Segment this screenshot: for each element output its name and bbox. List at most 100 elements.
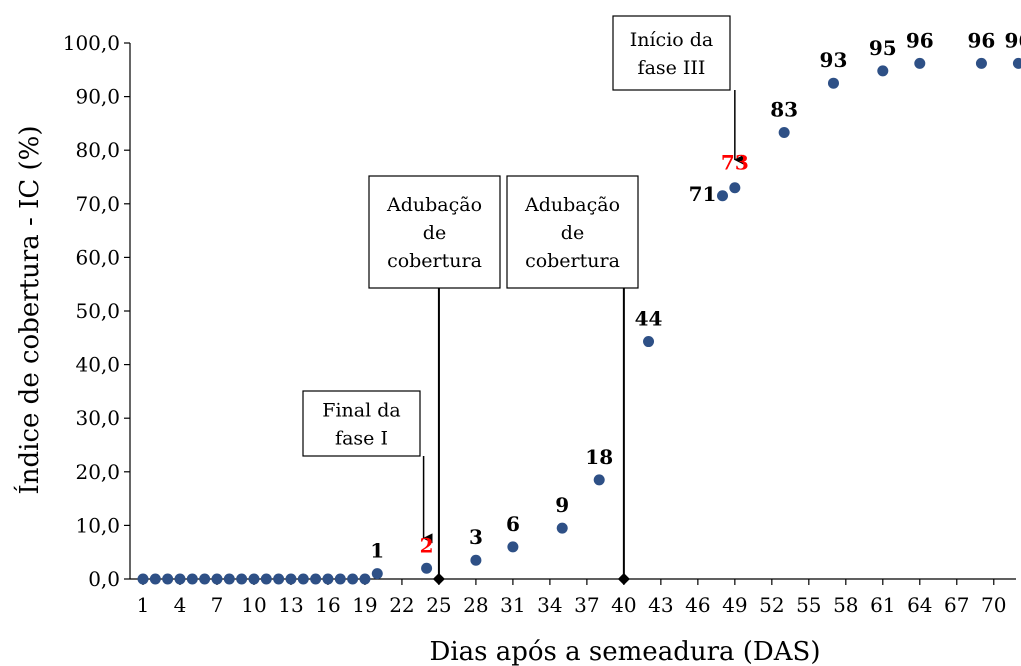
data-point <box>827 77 839 89</box>
data-point <box>273 573 285 585</box>
x-tick-label: 40 <box>611 593 636 617</box>
data-point <box>593 474 605 486</box>
y-tick-label: 90,0 <box>75 85 120 109</box>
annotation-text: cobertura <box>525 250 620 272</box>
data-point <box>162 573 174 585</box>
data-point <box>223 573 235 585</box>
data-points <box>137 57 1021 585</box>
y-tick-label: 100,0 <box>63 31 120 55</box>
data-point <box>174 573 186 585</box>
y-tick-label: 70,0 <box>75 192 120 216</box>
ticks: 0,0 10,0 20,0 30,0 40,0 50,0 60,0 70,0 80,0 90,0 1… <box>63 31 1007 617</box>
x-tick-label: 7 <box>211 593 224 617</box>
annotation-text: de <box>423 222 446 244</box>
x-tick-label: 52 <box>759 593 784 617</box>
annotation-text: Adubação <box>524 194 620 216</box>
annotation-box <box>506 175 639 289</box>
x-tick-label: 58 <box>833 593 858 617</box>
data-label: 96 <box>1005 28 1021 52</box>
x-axis-title: Dias após a semeadura (DAS) <box>429 637 820 666</box>
data-point <box>729 182 741 194</box>
annotation-box <box>612 15 731 91</box>
x-tick-label: 28 <box>463 593 488 617</box>
data-label: 18 <box>585 445 613 469</box>
x-tick-label: 61 <box>870 593 895 617</box>
data-point <box>470 554 482 566</box>
axes <box>129 43 1016 580</box>
data-label: 96 <box>968 28 996 52</box>
x-tick-label: 43 <box>648 593 673 617</box>
y-tick-label: 80,0 <box>75 138 120 162</box>
x-tick-label: 34 <box>537 593 562 617</box>
data-label: 83 <box>770 98 798 122</box>
x-tick-label: 67 <box>944 593 969 617</box>
y-tick-label: 0,0 <box>88 567 120 591</box>
x-tick-label: 10 <box>241 593 266 617</box>
data-label: 71 <box>689 182 717 206</box>
x-tick-label: 22 <box>389 593 414 617</box>
data-point <box>717 190 729 202</box>
data-label: 2 <box>420 533 434 557</box>
data-point <box>260 573 272 585</box>
y-tick-label: 10,0 <box>75 513 120 537</box>
data-point <box>236 573 248 585</box>
data-point <box>199 573 211 585</box>
y-axis-title: Índice de cobertura - IC (%) <box>13 125 45 494</box>
diamond-marker <box>432 573 445 585</box>
data-label: 73 <box>721 151 749 175</box>
y-tick-label: 40,0 <box>75 353 120 377</box>
x-tick-label: 55 <box>796 593 821 617</box>
data-point <box>149 573 161 585</box>
data-point <box>975 57 987 69</box>
x-tick-label: 31 <box>500 593 525 617</box>
data-point <box>322 573 334 585</box>
annotation-text: de <box>561 222 584 244</box>
y-tick-label: 30,0 <box>75 406 120 430</box>
data-point <box>1012 57 1021 69</box>
data-label: 6 <box>506 512 520 536</box>
annotation-box <box>302 390 421 457</box>
annotation-text: Início da <box>630 29 714 51</box>
data-label: 3 <box>469 525 483 549</box>
data-point <box>507 541 519 553</box>
x-tick-label: 25 <box>426 593 451 617</box>
annotation-box <box>368 175 501 289</box>
annotation-text: cobertura <box>387 250 482 272</box>
x-tick-label: 16 <box>315 593 340 617</box>
data-point <box>297 573 309 585</box>
annotations: Final da fase I Adubação de cobertura Adubaçã… <box>302 15 744 585</box>
data-point <box>248 573 260 585</box>
x-tick-label: 4 <box>174 593 187 617</box>
data-point <box>914 57 926 69</box>
data-point <box>421 562 433 574</box>
annotation-text: fase I <box>335 428 388 450</box>
x-tick-label: 37 <box>574 593 599 617</box>
annotation-text: fase III <box>638 57 706 79</box>
data-point <box>877 65 889 77</box>
data-label: 95 <box>869 36 897 60</box>
data-point <box>371 568 383 580</box>
y-tick-label: 20,0 <box>75 460 120 484</box>
x-tick-label: 19 <box>352 593 377 617</box>
data-point <box>310 573 322 585</box>
data-label: 9 <box>555 493 569 517</box>
data-label: 1 <box>370 539 384 563</box>
data-point <box>211 573 223 585</box>
data-point <box>186 573 198 585</box>
data-point <box>778 127 790 139</box>
x-tick-label: 49 <box>722 593 747 617</box>
diamond-marker <box>617 573 630 585</box>
y-tick-label: 50,0 <box>75 299 120 323</box>
annotation-text: Adubação <box>386 194 482 216</box>
data-point <box>137 573 149 585</box>
annotation-text: Final da <box>322 400 400 422</box>
data-label: 44 <box>635 307 663 331</box>
x-tick-label: 64 <box>907 593 932 617</box>
data-point <box>643 336 655 348</box>
data-label: 96 <box>906 28 934 52</box>
data-point <box>359 573 371 585</box>
x-tick-label: 1 <box>137 593 150 617</box>
x-tick-label: 13 <box>278 593 303 617</box>
